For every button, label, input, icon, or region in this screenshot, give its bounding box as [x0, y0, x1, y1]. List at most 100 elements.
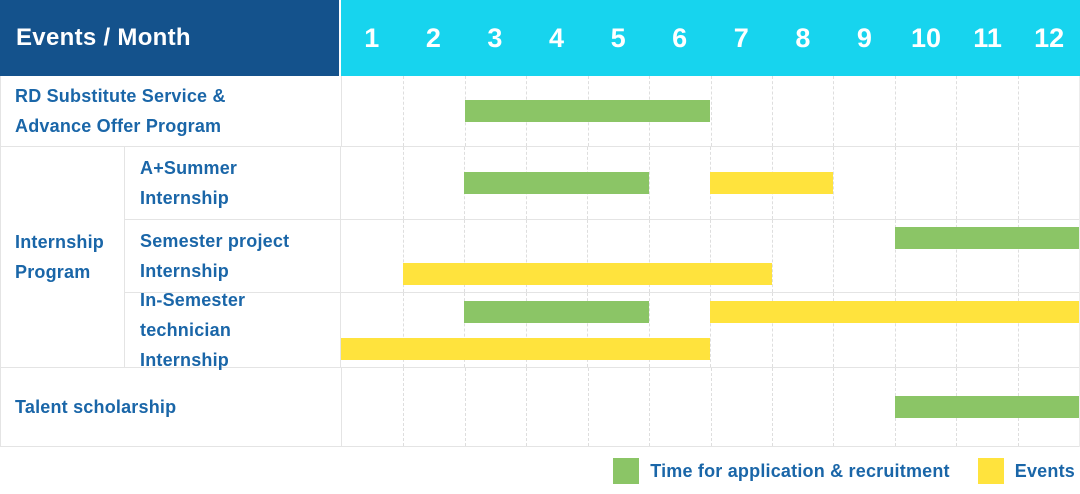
- month-gridline: [833, 368, 835, 446]
- chart-cell-in-semester-technician-internship: [340, 293, 1079, 367]
- application-bar: [464, 300, 649, 323]
- month-header-11: 11: [973, 22, 1002, 53]
- legend-item-events: Events: [977, 458, 1075, 484]
- month-header-7: 7: [733, 22, 749, 53]
- month-gridline: [525, 293, 527, 367]
- table-row: Talent scholarship: [1, 368, 1079, 447]
- gantt-lane: [342, 76, 1079, 146]
- month-gridline: [771, 368, 773, 446]
- month-header-row: 1 2 3 4 5 6 7 8 9 10 11 12: [341, 0, 1080, 76]
- events-month-header-cell: Events / Month: [0, 0, 341, 76]
- event-legend-swatch-icon: [977, 458, 1004, 484]
- event-bar: [402, 263, 772, 285]
- legend: Time for application & recruitment Event…: [0, 447, 1080, 494]
- application-bar: [894, 396, 1079, 418]
- table-row: In-Semester technician Internship: [125, 290, 1079, 370]
- month-header-9: 9: [856, 22, 872, 53]
- table-row: Semester project Internship: [125, 220, 1079, 293]
- month-gridline: [464, 220, 465, 292]
- internship-program-group: Internship Program A+Summer Internship S…: [1, 147, 1079, 370]
- gantt-lane: [342, 368, 1079, 446]
- application-bar: [464, 172, 649, 194]
- row-label-in-semester-technician-internship: In-Semester technician Internship: [140, 290, 246, 370]
- month-gridline: [771, 293, 773, 367]
- gantt-lane: [341, 293, 1079, 330]
- month-gridline: [710, 293, 711, 367]
- table-row: RD Substitute Service & Advance Offer Pr…: [1, 76, 1079, 147]
- month-gridline: [1017, 147, 1019, 219]
- month-gridline: [648, 147, 650, 219]
- month-header-10: 10: [910, 22, 942, 53]
- month-gridline: [710, 220, 711, 292]
- chart-cell-talent-scholarship: [341, 368, 1079, 446]
- month-header-3: 3: [487, 22, 503, 53]
- month-gridline: [525, 220, 527, 292]
- group-label-internship-program: Internship Program: [1, 147, 125, 367]
- gantt-lane: [341, 147, 1079, 219]
- month-gridline: [771, 220, 773, 292]
- month-header-4: 4: [549, 22, 565, 53]
- month-header-6: 6: [672, 22, 688, 53]
- month-gridline: [649, 368, 651, 446]
- month-gridline: [894, 147, 896, 219]
- month-gridline: [833, 147, 834, 219]
- legend-item-application: Time for application & recruitment: [613, 458, 950, 484]
- legend-label-events: Events: [1014, 460, 1075, 481]
- month-gridline: [894, 220, 896, 292]
- internship-program-subrows: A+Summer Internship Semester project Int…: [125, 147, 1079, 370]
- row-label-semester-project-internship: Semester project Internship: [140, 231, 290, 281]
- month-gridline: [833, 220, 834, 292]
- month-header-1: 1: [364, 22, 380, 53]
- chart-cell-semester-project-internship: [340, 220, 1079, 292]
- month-header-8: 8: [795, 22, 811, 53]
- application-bar: [464, 100, 711, 122]
- event-bar: [710, 300, 1079, 323]
- month-gridline: [894, 293, 896, 367]
- month-gridline: [403, 76, 405, 146]
- month-gridline: [403, 368, 405, 446]
- month-gridline: [402, 147, 404, 219]
- month-gridline: [587, 293, 588, 367]
- application-bar: [894, 227, 1079, 249]
- row-label-talent-scholarship: Talent scholarship: [15, 397, 177, 417]
- month-gridline: [464, 368, 466, 446]
- month-gridline: [464, 293, 465, 367]
- month-header-2: 2: [425, 22, 441, 53]
- table-body: RD Substitute Service & Advance Offer Pr…: [0, 76, 1080, 447]
- chart-cell-a-plus-summer-internship: [340, 147, 1079, 219]
- month-header-12: 12: [1034, 22, 1065, 53]
- month-gridline: [956, 220, 957, 292]
- month-header-5: 5: [610, 22, 626, 53]
- month-gridline: [833, 76, 835, 146]
- event-bar: [341, 337, 710, 360]
- month-gridline: [956, 76, 958, 146]
- month-gridline: [648, 293, 650, 367]
- month-gridline: [648, 220, 650, 292]
- month-gridline: [402, 220, 404, 292]
- gantt-lane: [341, 256, 1079, 292]
- chart-cell-rd-substitute-service: [341, 76, 1079, 146]
- row-label-rd-substitute-service: RD Substitute Service & Advance Offer Pr…: [15, 86, 226, 136]
- row-label-a-plus-summer-internship: A+Summer Internship: [140, 158, 238, 208]
- table-header: Events / Month 1 2 3 4 5 6 7 8 9 10 11 1…: [0, 0, 1080, 76]
- month-gridline: [894, 76, 896, 146]
- month-gridline: [402, 293, 404, 367]
- month-gridline: [587, 220, 588, 292]
- legend-label-application: Time for application & recruitment: [650, 460, 950, 481]
- month-gridline: [1017, 220, 1019, 292]
- month-gridline: [956, 147, 957, 219]
- gantt-lane: [341, 220, 1079, 256]
- table-row: A+Summer Internship: [125, 147, 1079, 220]
- month-gridline: [587, 368, 589, 446]
- month-gridline: [1017, 76, 1019, 146]
- month-gridline: [526, 368, 528, 446]
- month-gridline: [710, 76, 712, 146]
- event-bar: [710, 172, 833, 194]
- month-gridline: [833, 293, 834, 367]
- gantt-lane: [341, 330, 1079, 367]
- month-gridline: [771, 76, 773, 146]
- month-gridline: [710, 368, 712, 446]
- month-gridline: [1017, 293, 1019, 367]
- application-legend-swatch-icon: [613, 458, 640, 484]
